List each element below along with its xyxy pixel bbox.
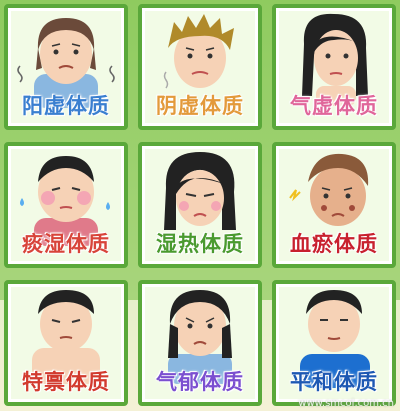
card-label: 湿热体质	[156, 232, 244, 256]
card-yang-deficiency[interactable]: 阳虚体质	[4, 4, 128, 130]
card-phlegm-dampness[interactable]: 痰湿体质	[4, 142, 128, 268]
card-qi-deficiency[interactable]: 气虚体质	[272, 4, 396, 130]
yin-deficiency-face-illustration	[163, 14, 234, 89]
card-damp-heat[interactable]: 湿热体质	[138, 142, 262, 268]
card-label: 血瘀体质	[290, 232, 378, 256]
card-yin-deficiency[interactable]: 阴虚体质	[138, 4, 262, 130]
card-label: 平和体质	[290, 370, 378, 394]
card-label: 气郁体质	[156, 370, 244, 394]
card-label: 阳虚体质	[22, 94, 110, 118]
phlegm-dampness-face-illustration	[20, 156, 110, 246]
qi-deficiency-face-illustration	[302, 13, 368, 106]
card-label: 痰湿体质	[22, 232, 110, 256]
card-label: 气虚体质	[290, 94, 378, 118]
yang-deficiency-face-illustration	[17, 18, 115, 108]
damp-heat-face-illustration	[164, 152, 236, 230]
card-qi-stagnation[interactable]: 气郁体质	[138, 280, 262, 406]
watermark: www.smcol.com.cn	[298, 398, 394, 409]
card-label: 阴虚体质	[156, 94, 244, 118]
card-balanced-constitution[interactable]: 平和体质	[272, 280, 396, 406]
balanced-constitution-face-illustration	[300, 290, 370, 388]
blood-stasis-face-illustration	[289, 153, 369, 226]
card-special-constitution[interactable]: 特禀体质	[4, 280, 128, 406]
card-blood-stasis[interactable]: 血瘀体质	[272, 142, 396, 268]
special-constitution-face-illustration	[32, 290, 100, 384]
card-label: 特禀体质	[22, 370, 110, 394]
qi-stagnation-face-illustration	[168, 290, 232, 384]
